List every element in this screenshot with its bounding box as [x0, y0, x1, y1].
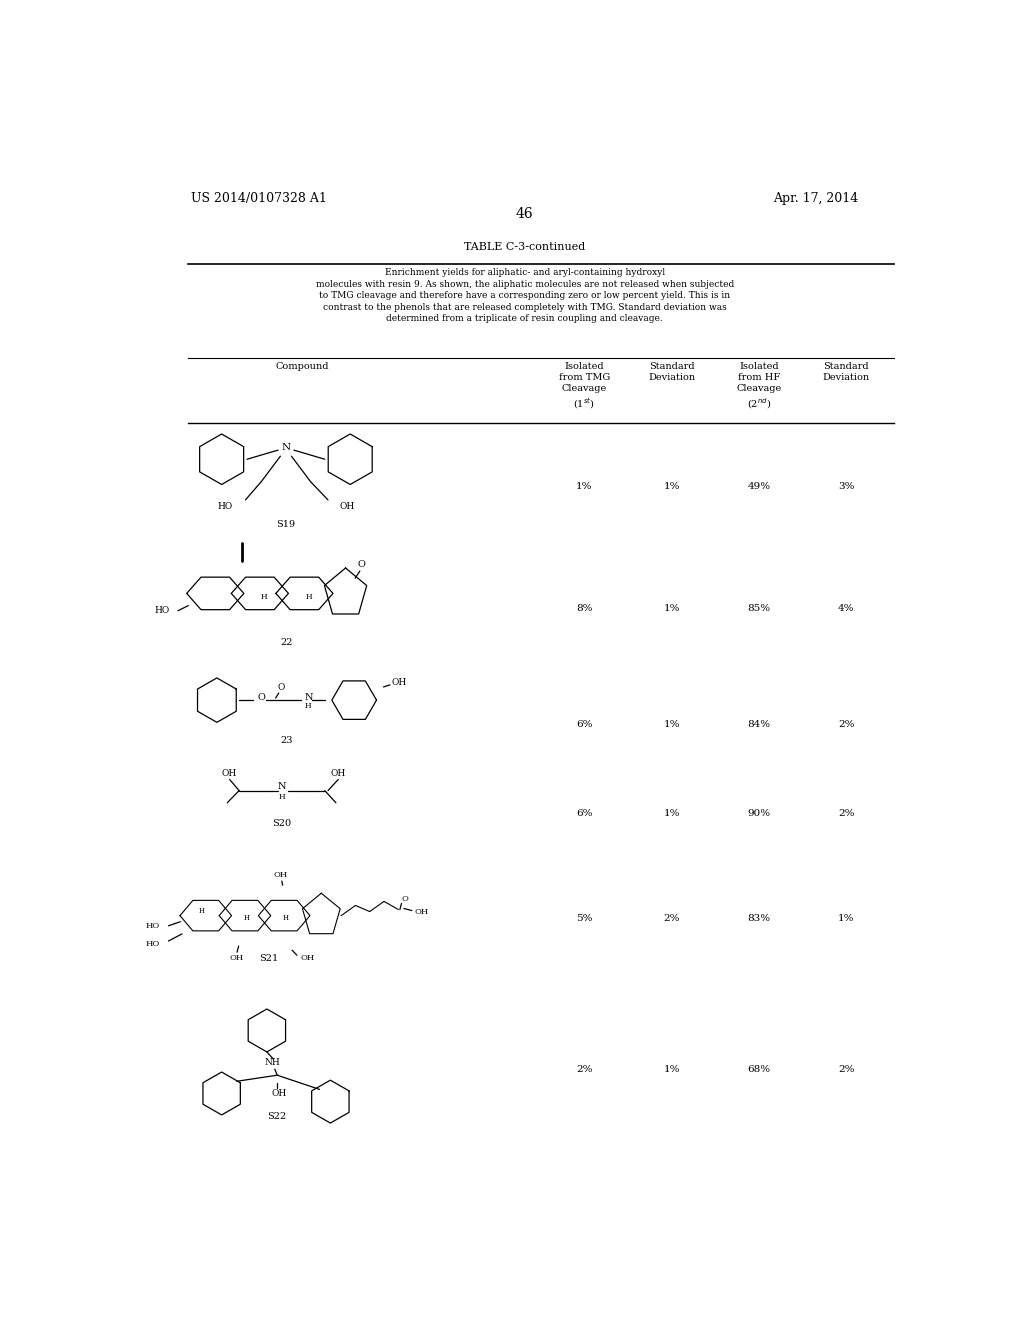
Text: 6%: 6%: [577, 809, 593, 818]
Text: 1%: 1%: [577, 482, 593, 491]
Text: Standard
Deviation: Standard Deviation: [648, 362, 695, 381]
Text: OH: OH: [414, 908, 428, 916]
Text: OH: OH: [273, 871, 288, 879]
Text: S22: S22: [267, 1113, 287, 1122]
Text: N: N: [282, 442, 291, 451]
Text: 84%: 84%: [748, 721, 770, 730]
Text: OH: OH: [340, 502, 355, 511]
Text: 8%: 8%: [577, 603, 593, 612]
Text: 1%: 1%: [664, 603, 680, 612]
Text: 1%: 1%: [664, 482, 680, 491]
Text: 3%: 3%: [838, 482, 854, 491]
Text: O: O: [278, 684, 285, 693]
Text: OH: OH: [300, 954, 314, 962]
Text: H: H: [279, 793, 286, 801]
Text: 2%: 2%: [838, 1065, 854, 1074]
Text: Isolated
from TMG
Cleavage
(1$^{st}$): Isolated from TMG Cleavage (1$^{st}$): [559, 362, 610, 411]
Text: 4%: 4%: [838, 603, 854, 612]
Text: N: N: [304, 693, 312, 702]
Text: S20: S20: [272, 818, 292, 828]
Text: OH: OH: [271, 1089, 287, 1098]
Text: O: O: [357, 561, 366, 569]
Text: HO: HO: [145, 940, 160, 948]
Text: OH: OH: [331, 768, 346, 777]
Text: 5%: 5%: [577, 913, 593, 923]
Text: 6%: 6%: [577, 721, 593, 730]
Text: H: H: [199, 907, 205, 915]
Text: OH: OH: [222, 768, 238, 777]
Text: HO: HO: [154, 606, 169, 615]
Text: 1%: 1%: [664, 721, 680, 730]
Text: O: O: [401, 895, 409, 903]
Text: 46: 46: [516, 207, 534, 222]
Text: Enrichment yields for aliphatic- and aryl-containing hydroxyl
molecules with res: Enrichment yields for aliphatic- and ary…: [315, 268, 734, 323]
Text: TABLE C-3-continued: TABLE C-3-continued: [464, 242, 586, 252]
Text: O: O: [257, 693, 265, 702]
Text: H: H: [283, 913, 289, 921]
Text: US 2014/0107328 A1: US 2014/0107328 A1: [191, 191, 328, 205]
Text: Isolated
from HF
Cleavage
(2$^{nd}$): Isolated from HF Cleavage (2$^{nd}$): [736, 362, 781, 411]
Text: OH: OH: [230, 954, 244, 962]
Text: H: H: [244, 913, 250, 921]
Text: S21: S21: [259, 954, 278, 962]
Text: 49%: 49%: [748, 482, 770, 491]
Text: H: H: [304, 702, 311, 710]
Text: 22: 22: [281, 638, 293, 647]
Text: H: H: [260, 594, 267, 602]
Text: 2%: 2%: [838, 809, 854, 818]
Text: 85%: 85%: [748, 603, 770, 612]
Text: 1%: 1%: [838, 913, 854, 923]
Text: 2%: 2%: [577, 1065, 593, 1074]
Text: OH: OH: [391, 678, 407, 688]
Text: 1%: 1%: [664, 1065, 680, 1074]
Text: NH: NH: [264, 1059, 281, 1068]
Text: 68%: 68%: [748, 1065, 770, 1074]
Text: N: N: [278, 781, 287, 791]
Text: 1%: 1%: [664, 809, 680, 818]
Text: S19: S19: [276, 520, 296, 529]
Text: 83%: 83%: [748, 913, 770, 923]
Text: 2%: 2%: [664, 913, 680, 923]
Text: Compound: Compound: [275, 362, 330, 371]
Text: 90%: 90%: [748, 809, 770, 818]
Text: 2%: 2%: [838, 721, 854, 730]
Text: Apr. 17, 2014: Apr. 17, 2014: [773, 191, 858, 205]
Text: HO: HO: [217, 502, 232, 511]
Text: Standard
Deviation: Standard Deviation: [822, 362, 869, 381]
Text: 23: 23: [281, 737, 293, 746]
Text: H: H: [305, 594, 311, 602]
Text: HO: HO: [145, 921, 160, 929]
